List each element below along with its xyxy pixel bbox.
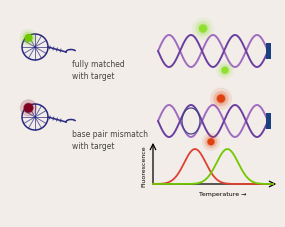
Text: fully matched
with target: fully matched with target — [72, 60, 125, 81]
Text: Temperature →: Temperature → — [199, 192, 247, 197]
Circle shape — [223, 69, 227, 73]
Circle shape — [207, 138, 215, 146]
Circle shape — [210, 88, 232, 110]
Circle shape — [221, 67, 229, 74]
Circle shape — [217, 95, 225, 103]
Circle shape — [207, 139, 215, 146]
Circle shape — [202, 133, 220, 151]
Bar — [266, 44, 271, 60]
Circle shape — [219, 65, 231, 77]
Circle shape — [21, 101, 36, 116]
Circle shape — [221, 67, 229, 75]
Circle shape — [26, 37, 31, 41]
Circle shape — [218, 96, 224, 102]
Circle shape — [199, 25, 207, 33]
Circle shape — [209, 140, 213, 144]
Circle shape — [25, 35, 32, 43]
Circle shape — [192, 19, 214, 40]
Circle shape — [25, 35, 32, 43]
Circle shape — [213, 91, 229, 107]
Circle shape — [195, 22, 211, 37]
Circle shape — [22, 32, 35, 45]
Circle shape — [205, 136, 217, 148]
Circle shape — [216, 62, 234, 80]
Circle shape — [198, 25, 208, 35]
Circle shape — [19, 30, 38, 48]
Circle shape — [216, 94, 226, 104]
Text: Fluorescence: Fluorescence — [141, 145, 146, 186]
Circle shape — [25, 104, 32, 112]
Circle shape — [23, 104, 34, 114]
Circle shape — [200, 27, 206, 32]
Text: base pair mismatch
with target: base pair mismatch with target — [72, 129, 148, 151]
Bar — [266, 114, 271, 129]
